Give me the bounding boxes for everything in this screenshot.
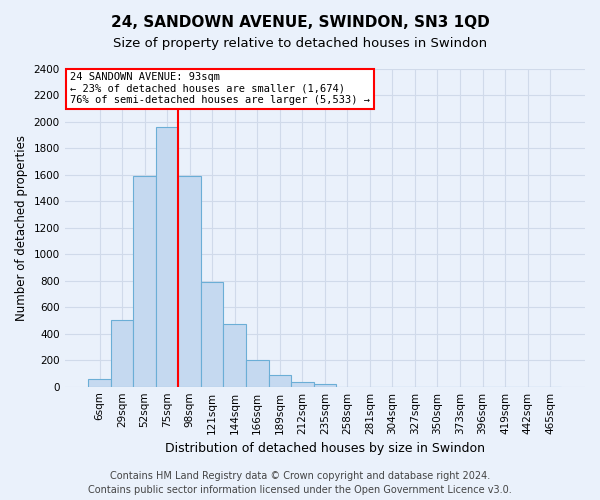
Text: Contains HM Land Registry data © Crown copyright and database right 2024.
Contai: Contains HM Land Registry data © Crown c…: [88, 471, 512, 495]
Bar: [314, 384, 336, 386]
Bar: [291, 382, 314, 386]
Bar: [178, 176, 201, 386]
Bar: [88, 380, 111, 386]
Bar: [246, 360, 269, 386]
Bar: [156, 127, 178, 386]
Text: 24, SANDOWN AVENUE, SWINDON, SN3 1QD: 24, SANDOWN AVENUE, SWINDON, SN3 1QD: [110, 15, 490, 30]
Text: Size of property relative to detached houses in Swindon: Size of property relative to detached ho…: [113, 38, 487, 51]
Text: 24 SANDOWN AVENUE: 93sqm
← 23% of detached houses are smaller (1,674)
76% of sem: 24 SANDOWN AVENUE: 93sqm ← 23% of detach…: [70, 72, 370, 106]
Y-axis label: Number of detached properties: Number of detached properties: [15, 135, 28, 321]
Bar: [111, 320, 133, 386]
Bar: [133, 176, 156, 386]
X-axis label: Distribution of detached houses by size in Swindon: Distribution of detached houses by size …: [165, 442, 485, 455]
Bar: [269, 375, 291, 386]
Bar: [201, 282, 223, 387]
Bar: [223, 324, 246, 386]
